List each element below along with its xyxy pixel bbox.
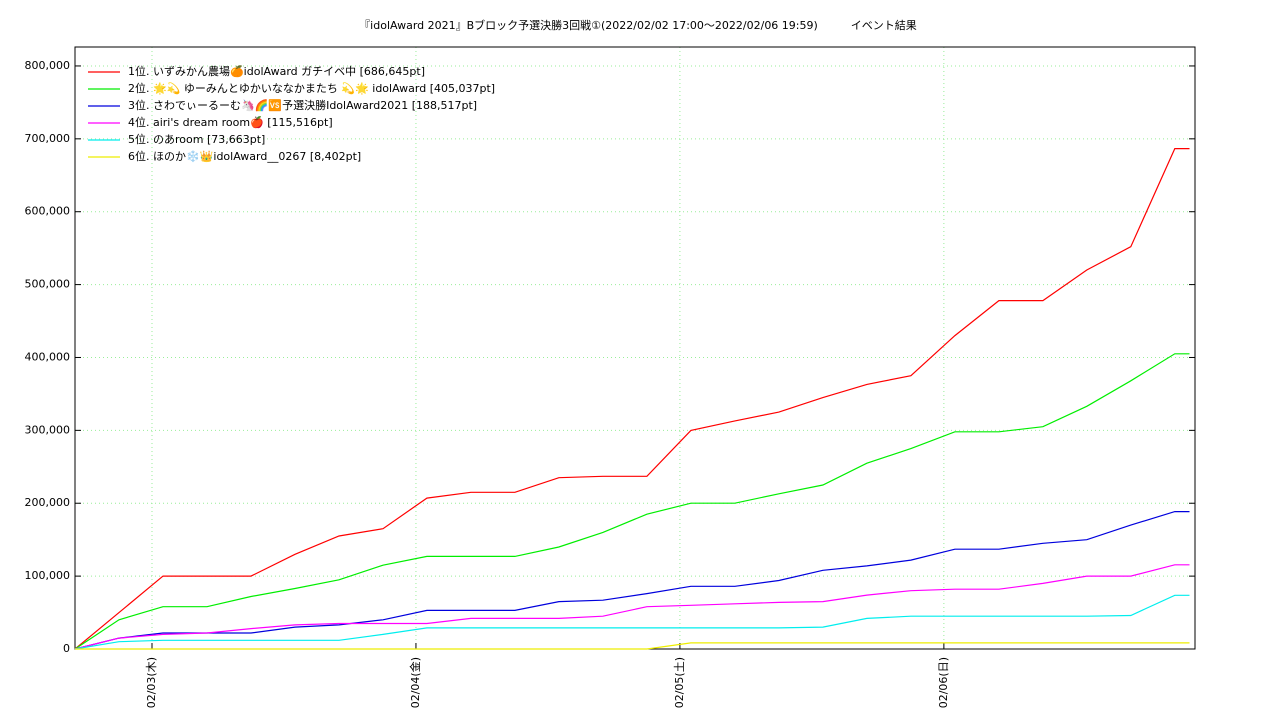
series-line — [74, 353, 1190, 650]
series-line — [74, 594, 1190, 650]
series-line — [74, 511, 1190, 650]
legend-label: 1位. いずみかん農場🍊idolAward ガチイベ中 [686,645pt] — [128, 64, 425, 78]
chart-title: 『idolAward 2021』Bブロック予選決勝3回戦①(2022/02/02… — [359, 18, 917, 32]
x-tick-label: 02/06(日) — [937, 657, 950, 708]
legend-label: 6位. ほのか❄️👑idolAward__0267 [8,402pt] — [128, 149, 361, 163]
y-tick-label: 0 — [63, 642, 70, 655]
x-tick-label: 02/05(土) — [673, 657, 686, 708]
y-tick-label: 700,000 — [25, 132, 71, 145]
y-tick-label: 800,000 — [25, 59, 71, 72]
legend-label: 5位. のあroom [73,663pt] — [128, 132, 265, 146]
x-tick-label: 02/03(木) — [145, 657, 158, 708]
y-tick-label: 400,000 — [25, 350, 71, 363]
legend-label: 2位. 🌟💫 ゆーみんとゆかいななかまたち 💫🌟 idolAward [405,… — [128, 81, 495, 96]
y-tick-label: 100,000 — [25, 569, 71, 582]
y-tick-label: 300,000 — [25, 423, 71, 436]
legend-label: 4位. airi's dream room🍎 [115,516pt] — [128, 115, 333, 129]
legend-label: 3位. さわでぃーるーむ🦄🌈🆚予選決勝IdolAward2021 [188,51… — [128, 98, 477, 112]
series-line — [74, 148, 1190, 650]
y-tick-label: 200,000 — [25, 496, 71, 509]
y-tick-label: 500,000 — [25, 278, 71, 291]
x-tick-label: 02/04(金) — [408, 657, 422, 708]
series-line — [74, 564, 1190, 650]
series-line — [75, 642, 1190, 650]
y-tick-label: 600,000 — [25, 205, 71, 218]
